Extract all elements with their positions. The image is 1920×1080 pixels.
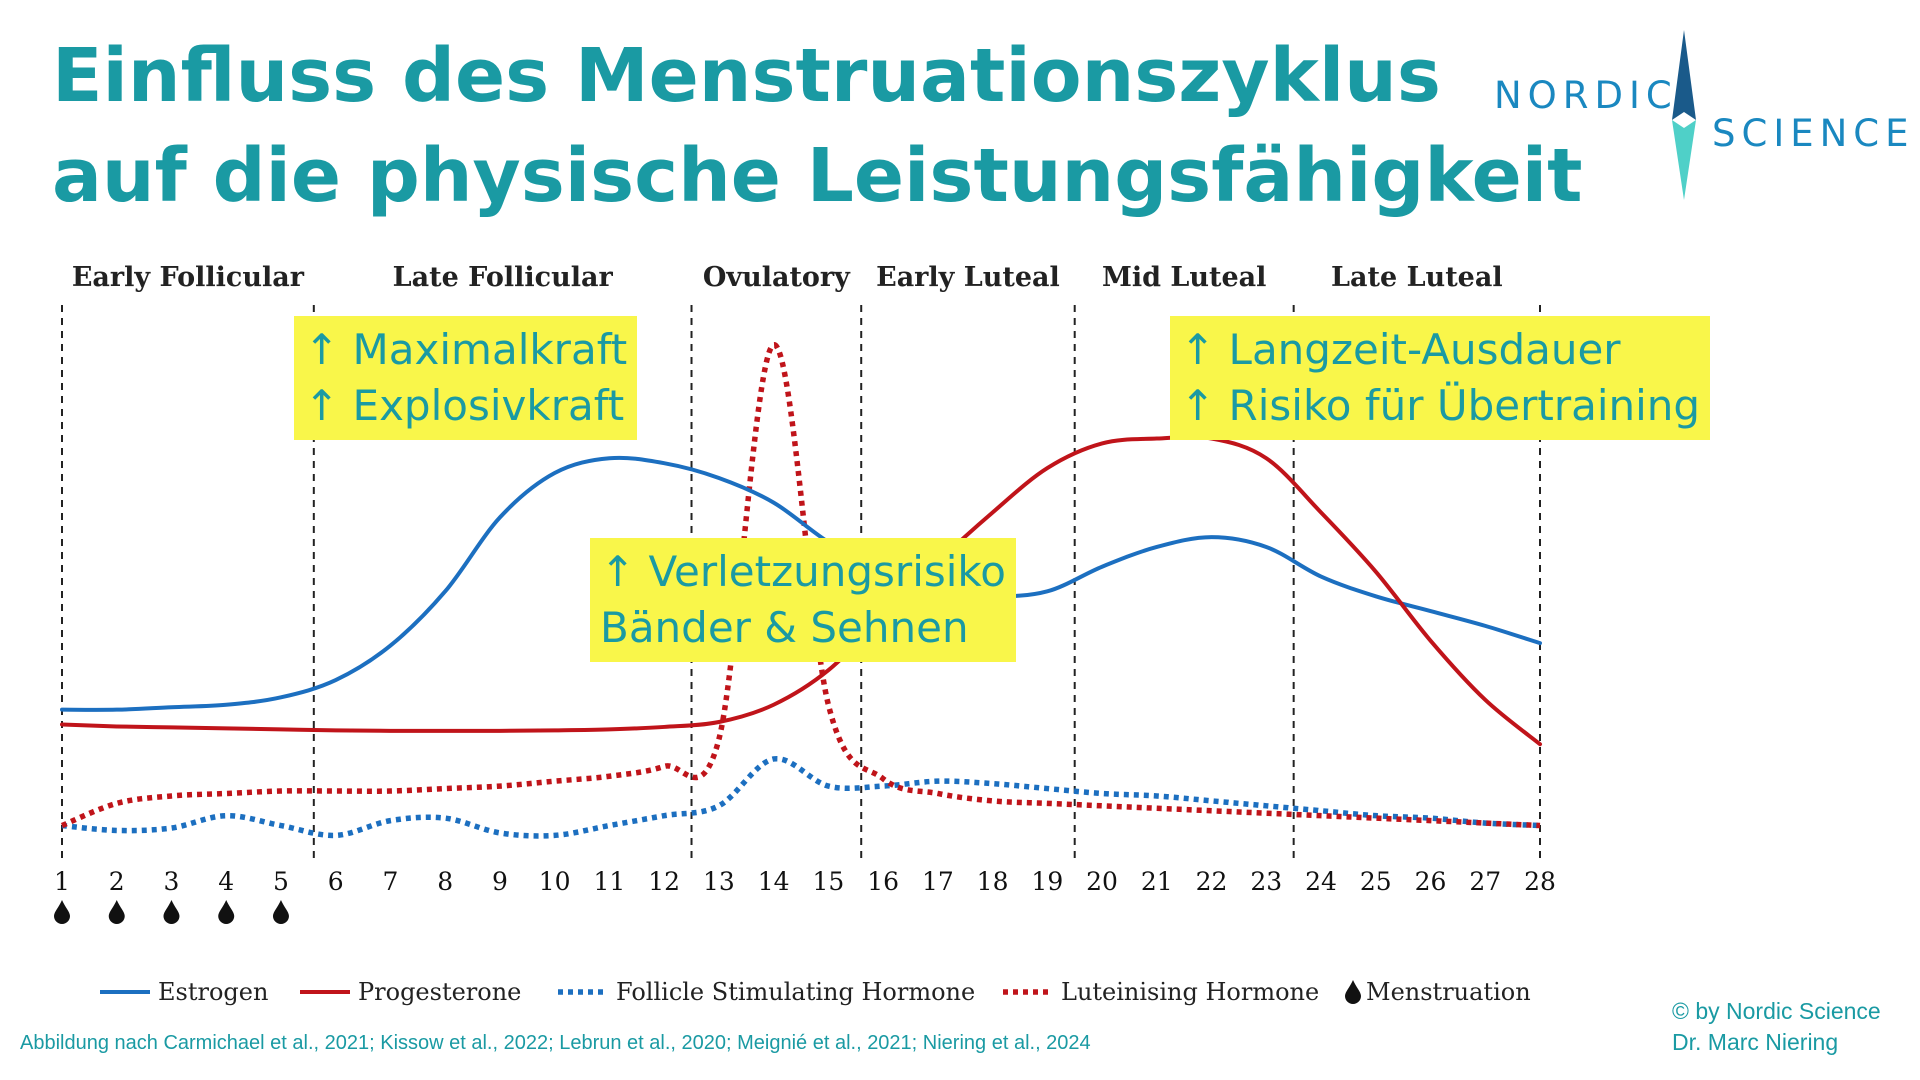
series-line-follicle-stimulating-hormone [61,756,1541,839]
annotation-endurance-line-1: ↑ Langzeit-Ausdauer [1180,325,1621,374]
annotation-strength-line-2: ↑ Explosivkraft [304,381,625,430]
credit-line-2: Dr. Marc Niering [1672,1029,1839,1055]
x-tick-label-14: 14 [758,867,790,896]
x-tick-label-17: 17 [922,867,954,896]
legend-label-2: Follicle Stimulating Hormone [616,978,975,1006]
menstruation-drop-icon [218,900,235,924]
logo-word-nordic: NORDIC [1494,74,1678,117]
x-tick-label-15: 15 [812,867,844,896]
x-tick-label-25: 25 [1360,867,1392,896]
credit: © by Nordic Science Dr. Marc Niering [1672,996,1881,1058]
menstruation-drop-icon [163,900,180,924]
series-line-progesterone [60,434,1542,747]
logo-word-science: SCIENCE [1712,112,1915,155]
page-title: Einfluss des Menstruationszyklus auf die… [52,26,1583,226]
annotation-endurance-line-2: ↑ Risiko für Übertraining [1180,381,1701,430]
x-tick-label-10: 10 [539,867,571,896]
menstruation-drop-icon [272,900,289,924]
x-tick-label-12: 12 [648,867,680,896]
x-tick-label-7: 7 [382,867,398,896]
series-line-estrogen [60,455,1542,712]
menstruation-drop-icon [108,900,125,924]
source-citation: Abbildung nach Carmichael et al., 2021; … [20,1032,1091,1054]
phase-label-2: Ovulatory [703,262,851,293]
annotation-injury-line-1: ↑ Verletzungsrisiko [600,547,1006,596]
x-tick-label-13: 13 [703,867,735,896]
x-tick-label-11: 11 [594,867,626,896]
annotation-strength-line-1: ↑ Maximalkraft [304,325,628,374]
x-tick-label-3: 3 [164,867,180,896]
phase-label-5: Late Luteal [1331,262,1503,293]
x-tick-label-20: 20 [1086,867,1118,896]
title-line-2: auf die physische Leistungsfähigkeit [52,133,1583,219]
x-tick-label-27: 27 [1469,867,1501,896]
x-tick-label-22: 22 [1196,867,1228,896]
credit-line-1: © by Nordic Science [1672,998,1881,1024]
x-tick-label-28: 28 [1524,867,1556,896]
x-tick-label-16: 16 [867,867,899,896]
annotation-strength: ↑ Maximalkraft ↑ Explosivkraft [294,316,638,440]
compass-needle-icon [1672,30,1696,200]
legend-label-0: Estrogen [158,978,268,1006]
x-tick-label-23: 23 [1250,867,1282,896]
legend-drop-icon [1345,980,1361,1004]
legend-label-3: Luteinising Hormone [1061,978,1319,1006]
annotation-injury-line-2: Bänder & Sehnen [600,603,969,652]
x-tick-label-21: 21 [1141,867,1173,896]
x-tick-label-26: 26 [1415,867,1447,896]
x-tick-label-19: 19 [1031,867,1063,896]
x-tick-label-5: 5 [273,867,289,896]
phase-label-1: Late Follicular [393,262,614,293]
menstruation-drop-icon [54,900,70,924]
x-tick-label-1: 1 [54,867,70,896]
x-tick-label-2: 2 [109,867,125,896]
phase-label-3: Early Luteal [876,262,1060,293]
x-tick-label-9: 9 [492,867,508,896]
legend-label-1: Progesterone [358,978,521,1006]
series-line-luteinising-hormone [60,342,1541,829]
phase-label-4: Mid Luteal [1102,262,1266,293]
x-tick-label-18: 18 [977,867,1009,896]
annotation-endurance: ↑ Langzeit-Ausdauer ↑ Risiko für Übertra… [1170,316,1711,440]
annotation-injury: ↑ Verletzungsrisiko Bänder & Sehnen [590,538,1016,662]
legend-label-4: Menstruation [1366,978,1531,1006]
x-tick-label-4: 4 [218,867,234,896]
title-line-1: Einfluss des Menstruationszyklus [52,33,1441,119]
nordic-science-logo: NORDIC SCIENCE [1490,28,1909,203]
x-tick-label-8: 8 [437,867,453,896]
x-tick-label-24: 24 [1305,867,1337,896]
phase-label-0: Early Follicular [72,262,305,293]
x-tick-label-6: 6 [328,867,344,896]
